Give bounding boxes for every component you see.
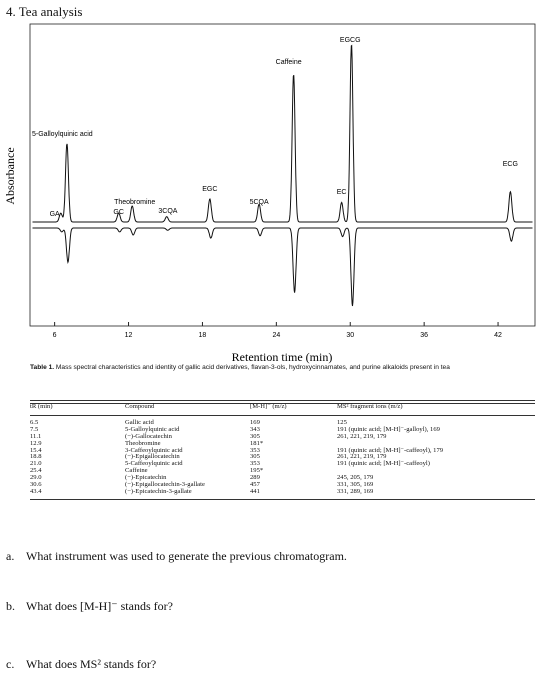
- peak-label: 5CQA: [250, 199, 269, 206]
- x-tick-label: 18: [199, 332, 207, 339]
- cell-ms2: 261, 221, 219, 179: [337, 432, 387, 440]
- cell-tr: 25.4: [30, 467, 42, 475]
- question-b: b. What does [M-H]⁻ stands for?: [6, 599, 173, 613]
- peak-label: ECG: [503, 161, 518, 168]
- table-row: 30.6 (−)-Epigallocatechin-3-gallate 457 331…: [30, 481, 535, 489]
- cell-mh: 305: [250, 432, 260, 440]
- cell-tr: 21.0: [30, 460, 42, 468]
- x-tick-label: 6: [53, 332, 57, 339]
- table-row: 11.1 (−)-Gallocatechin 305 261, 221, 219, 1…: [30, 432, 535, 441]
- cell-tr: 12.9: [30, 439, 42, 447]
- x-tick-label: 12: [125, 332, 133, 339]
- cell-tr: 30.6: [30, 481, 42, 489]
- cell-mh: 289: [250, 474, 260, 482]
- peak-label: EGC: [202, 186, 217, 193]
- peak-label: GA: [50, 211, 60, 218]
- header-ms2: MS² fragment ions (m/z): [337, 403, 535, 416]
- peak-label: EC: [337, 189, 347, 196]
- question-c: c. What does MS² stands for?: [6, 657, 157, 671]
- cell-tr: 11.1: [30, 432, 42, 440]
- cell-compound: (−)-Epigallocatechin: [125, 453, 180, 461]
- cell-tr: 15.4: [30, 446, 42, 454]
- cell-ms2: 261, 221, 219, 179: [337, 453, 387, 461]
- cell-mh: 353: [250, 460, 260, 468]
- table-row: 29.0 (−)-Epicatechin 289 245, 205, 179: [30, 474, 535, 482]
- cell-tr: 29.0: [30, 474, 42, 482]
- cell-compound: 5-Galloylquinic acid: [125, 425, 180, 433]
- cell-ms2: 331, 289, 169: [337, 488, 535, 500]
- cell-compound: (−)-Epicatechin-3-gallate: [125, 488, 250, 500]
- cell-tr: 7.5: [30, 425, 39, 433]
- cell-tr: 6.5: [30, 418, 39, 426]
- derivative-trace: [32, 227, 533, 307]
- header-tr: tR (min): [30, 403, 125, 416]
- cell-mh: 441: [250, 488, 337, 500]
- cell-ms2: 191 (quinic acid; [M-H]⁻-caffeoyl), 179: [337, 446, 444, 454]
- cell-mh: 457: [250, 481, 260, 489]
- peak-label: EGCG: [340, 37, 361, 44]
- x-tick-label: 36: [420, 332, 428, 339]
- x-tick-label: 24: [272, 332, 280, 339]
- peak-label: 5-Galloylquinic acid: [32, 131, 93, 138]
- absorbance-trace: [32, 44, 533, 223]
- table-caption: Table 1. Mass spectral characteristics a…: [30, 364, 450, 371]
- cell-mh: 343: [250, 425, 260, 433]
- x-axis-label: Retention time (min): [232, 350, 333, 364]
- cell-ms2: 245, 205, 179: [337, 474, 374, 482]
- cell-mh: 353: [250, 446, 260, 454]
- table-row: 7.5 5-Galloylquinic acid 343 191 (quinic ac…: [30, 425, 535, 434]
- y-axis-label: Absorbance: [3, 147, 17, 204]
- peak-label: GC: [113, 209, 124, 216]
- table-row: 6.5 Gallic acid 169 125: [30, 415, 535, 426]
- header-compound: Compound: [125, 403, 250, 416]
- cell-ms2: 331, 305, 169: [337, 481, 374, 489]
- cell-compound: Theobromine: [125, 439, 161, 447]
- question-title: 4. Tea analysis: [6, 4, 83, 19]
- cell-compound: (−)-Epigallocatechin-3-gallate: [125, 481, 205, 489]
- cell-compound: Gallic acid: [125, 418, 154, 426]
- header-mh: [M-H]⁻ (m/z): [250, 403, 337, 416]
- cell-tr: 43.4: [30, 488, 125, 500]
- table-row: 43.4 (−)-Epicatechin-3-gallate 441 331, 289…: [30, 488, 535, 500]
- cell-ms2: 125: [337, 418, 347, 426]
- cell-compound: 5-Caffeoylquinic acid: [125, 460, 183, 468]
- peak-label: Theobromine: [114, 199, 155, 206]
- cell-ms2: 191 (quinic acid; [M-H]⁻-galloyl), 169: [337, 425, 440, 433]
- cell-mh: 305: [250, 453, 260, 461]
- cell-mh: 169: [250, 418, 260, 426]
- peak-label: 3CQA: [158, 208, 177, 215]
- peak-label: Caffeine: [276, 59, 302, 66]
- cell-compound: Caffeine: [125, 467, 148, 475]
- table-row: 12.9 Theobromine 181*: [30, 439, 535, 448]
- chromatogram-chart: 6 12 18 24 30 36 42 GA 5-Galloylquinic acid GC Th…: [3, 23, 536, 364]
- cell-mh: 181*: [250, 439, 264, 447]
- table-row: 25.4 Caffeine 195*: [30, 467, 535, 475]
- table-row: 21.0 5-Caffeoylquinic acid 353 191 (quinic …: [30, 460, 535, 468]
- cell-mh: 195*: [250, 467, 264, 475]
- cell-tr: 18.8: [30, 453, 42, 461]
- table-row: 15.4 3-Caffeoylquinic acid 353 191 (quinic …: [30, 446, 535, 455]
- x-tick-label: 30: [346, 332, 354, 339]
- table-row: 18.8 (−)-Epigallocatechin 305 261, 221, 219…: [30, 454, 535, 461]
- x-axis-ticks: 6 12 18 24 30 36 42: [53, 322, 502, 339]
- question-a: a. What instrument was used to generate t…: [6, 549, 347, 563]
- cell-ms2: 191 (quinic acid; [M-H]⁻-caffeoyl): [337, 460, 430, 468]
- cell-compound: 3-Caffeoylquinic acid: [125, 446, 183, 454]
- x-tick-label: 42: [494, 332, 502, 339]
- ms-table: tR (min) Compound [M-H]⁻ (m/z) MS² fragm…: [30, 400, 535, 500]
- plot-frame: [29, 23, 536, 327]
- cell-compound: (−)-Gallocatechin: [125, 432, 172, 440]
- cell-compound: (−)-Epicatechin: [125, 474, 167, 482]
